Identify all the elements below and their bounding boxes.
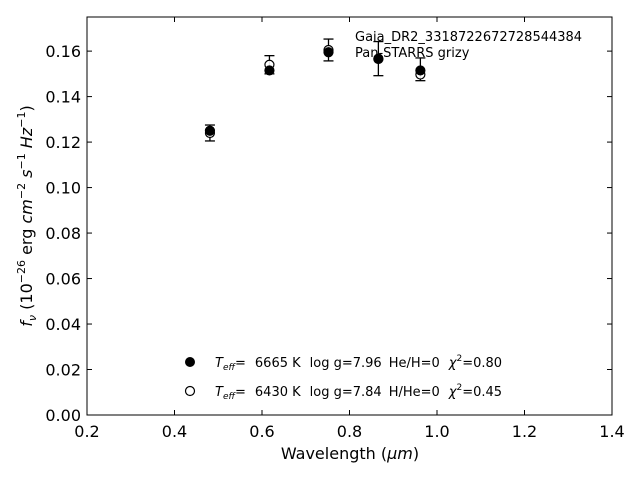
data-markers xyxy=(204,44,426,139)
x-tick-label: 1.0 xyxy=(424,422,449,441)
data-point-filled xyxy=(323,47,334,58)
y-tick-label: 0.02 xyxy=(45,361,81,380)
data-point-filled xyxy=(204,125,216,136)
x-tick-label: 1.4 xyxy=(599,422,624,441)
survey-annotation: Pan-STARRS grizy xyxy=(355,46,470,61)
data-point-filled xyxy=(373,53,384,65)
x-tick-label: 0.2 xyxy=(74,422,99,441)
data-point-filled xyxy=(264,65,275,76)
y-tick-label: 0.08 xyxy=(45,224,81,243)
x-tick-label: 1.2 xyxy=(512,422,537,441)
y-tick-label: 0.00 xyxy=(45,406,81,425)
y-tick-label: 0.14 xyxy=(45,88,81,107)
x-tick-label: 0.4 xyxy=(162,422,187,441)
axis-tick-labels: 0.2 0.4 0.6 0.8 1.0 1.2 1.4 0.00 0.02 0.04 0.06 0.0… xyxy=(45,42,624,441)
y-axis-label: fν (10−26 erg cm−2 s−1 Hz−1) xyxy=(15,105,39,326)
x-tick-label: 0.6 xyxy=(249,422,274,441)
y-tick-label: 0.16 xyxy=(45,42,81,61)
y-tick-label: 0.06 xyxy=(45,270,81,289)
object-name-annotation: Gaia_DR2_3318722672728544384 xyxy=(355,30,582,45)
y-tick-label: 0.04 xyxy=(45,315,81,334)
data-point-filled xyxy=(415,65,426,76)
y-tick-label: 0.10 xyxy=(45,179,81,198)
plot-frame xyxy=(86,16,613,416)
legend-marker-filled xyxy=(185,357,195,367)
x-tick-label: 0.8 xyxy=(337,422,362,441)
legend-marker-open xyxy=(184,385,196,397)
y-tick-label: 0.12 xyxy=(45,133,81,152)
x-axis-label: Wavelength (μm) xyxy=(281,444,419,463)
